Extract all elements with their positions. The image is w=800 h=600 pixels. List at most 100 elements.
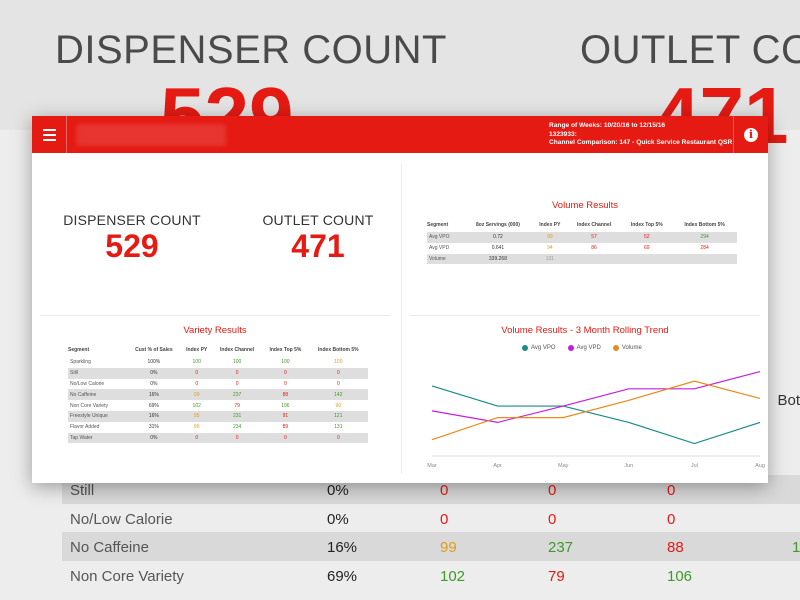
table-cell: 88 xyxy=(262,389,309,401)
table-cell: 231 xyxy=(212,410,263,422)
bg-cell: 88 xyxy=(667,539,684,556)
table-cell: 100 xyxy=(232,359,242,366)
volume-column-header: Index PY xyxy=(539,222,561,228)
table-cell: 0% xyxy=(126,432,182,444)
row-label: Still xyxy=(68,367,127,379)
row-label: Non Core Variety xyxy=(70,402,108,409)
volume-results-title: Volume Results xyxy=(551,200,618,211)
table-cell: 234 xyxy=(232,424,242,431)
legend-label: Avg VPD xyxy=(576,345,601,351)
legend-item[interactable]: Avg VPO xyxy=(522,345,556,351)
column-divider xyxy=(401,164,402,474)
table-cell: 79 xyxy=(234,402,240,409)
table-cell: 100% xyxy=(147,359,161,366)
table-cell: 339.268 xyxy=(462,253,533,265)
table-row: Sparkling 100% 100 100 100 100 xyxy=(68,357,368,368)
hamburger-icon xyxy=(42,128,56,131)
x-tick-label: May xyxy=(558,463,569,468)
table-cell: 90 xyxy=(335,402,342,409)
table-cell: 99 xyxy=(533,232,567,243)
dispenser-count-label: DISPENSER COUNT xyxy=(63,212,201,228)
bg-cell: 1 xyxy=(792,539,800,556)
table-cell: 142 xyxy=(308,389,368,401)
info-button[interactable]: i xyxy=(733,116,768,153)
trend-line-chart: Mar Apr May Jun Jul Aug xyxy=(427,370,765,468)
table-cell: 0 xyxy=(181,432,213,444)
bg-row-label: No Caffeine xyxy=(70,539,149,556)
bg-cell: 0 xyxy=(548,482,557,499)
table-row: No/Low Calorie 0% 0 0 0 0 xyxy=(68,379,368,390)
table-cell: 31% xyxy=(148,424,159,431)
brand-logo xyxy=(76,124,226,146)
volume-results-table: Segment 8oz Servings (000) Index PY Index C… xyxy=(427,222,737,265)
bg-cell: 0 xyxy=(667,510,676,528)
bg-column-header: Bot xyxy=(777,392,800,409)
table-cell: 0 xyxy=(212,367,263,379)
table-cell: 57 xyxy=(566,232,622,243)
table-cell: 0 xyxy=(262,367,309,379)
variety-column-header: Index Bottom 5% xyxy=(318,347,359,353)
top-bar: Range of Weeks: 10/20/16 to 12/15/16 132… xyxy=(32,116,768,153)
row-divider-right xyxy=(410,315,760,316)
table-cell: 131 xyxy=(334,424,343,431)
table-cell: 237 xyxy=(212,389,263,401)
table-cell: 102 xyxy=(192,402,201,409)
menu-button[interactable] xyxy=(32,116,67,153)
variety-column-header: Segment xyxy=(68,347,90,353)
volume-column-header: Segment xyxy=(427,222,449,228)
table-cell xyxy=(621,253,673,265)
variety-column-header: Index PY xyxy=(186,347,208,353)
channel-comparison: Channel Comparison: 147 - Quick Service … xyxy=(549,139,733,146)
table-cell: 0 xyxy=(308,432,368,444)
series-line-avg-vpo[interactable] xyxy=(431,385,761,445)
table-cell: 96 xyxy=(193,424,200,431)
table-cell: 100 xyxy=(281,359,290,366)
variety-column-header: Index Top 5% xyxy=(269,347,302,353)
table-cell: 69 xyxy=(643,245,650,252)
row-label: Volume xyxy=(427,253,463,265)
table-cell: 100 xyxy=(334,359,343,366)
table-row: Avg VPO 0.72 99 57 52 294 xyxy=(427,232,737,243)
variety-results-table: Segment Cust % of Sales Index PY Index Chan… xyxy=(68,347,368,444)
legend-swatch xyxy=(567,345,574,351)
table-cell: 99 xyxy=(181,389,213,401)
table-row: No Caffeine 16% 99 237 88 142 xyxy=(68,389,368,401)
table-cell: 121 xyxy=(308,410,368,422)
bg-table-row: No/Low Calorie 0% 0 0 0 xyxy=(62,504,800,533)
table-cell: 16% xyxy=(126,389,182,401)
bg-row-label: No/Low Calorie xyxy=(70,510,173,528)
legend-swatch xyxy=(612,345,619,351)
series-line-avg-vpd[interactable] xyxy=(431,370,761,424)
dispenser-count-kpi: DISPENSER COUNT 529 xyxy=(62,212,202,265)
series-line-volume[interactable] xyxy=(431,380,761,441)
x-tick-label: Apr xyxy=(493,463,502,468)
table-row: Volume 339.268 131 xyxy=(427,253,737,265)
table-cell: 89 xyxy=(282,424,289,431)
variety-column-header: Index Channel xyxy=(220,347,255,353)
row-label: Avg VPO xyxy=(427,232,463,243)
table-cell: 0 xyxy=(195,380,199,387)
volume-column-header: Index Channel xyxy=(576,222,612,228)
table-cell: 0 xyxy=(212,432,263,444)
table-cell: 0 xyxy=(308,367,368,379)
table-cell: 0 xyxy=(181,367,213,379)
volume-column-header: 8oz Servings (000) xyxy=(475,222,520,228)
bg-cell: 106 xyxy=(667,567,693,585)
dispenser-count-value: 529 xyxy=(105,228,159,264)
legend-item[interactable]: Volume xyxy=(612,345,642,351)
legend-swatch xyxy=(522,345,528,351)
legend-item[interactable]: Avg VPD xyxy=(567,345,601,351)
table-cell: 94 xyxy=(547,245,553,252)
x-tick-label: Aug xyxy=(755,463,765,468)
table-cell: 131 xyxy=(533,253,567,265)
trend-chart-title: Volume Results - 3 Month Rolling Trend xyxy=(501,325,669,336)
table-row: Flavor Added 31% 96 234 89 131 xyxy=(68,422,368,433)
table-cell: 0 xyxy=(235,380,239,387)
variety-header-row: Segment Cust % of Sales Index PY Index Chan… xyxy=(68,347,368,357)
table-cell: 284 xyxy=(700,245,709,252)
table-cell: 106 xyxy=(281,402,290,409)
table-cell: 0% xyxy=(126,367,182,379)
bg-outlet-title: OUTLET COU xyxy=(580,28,800,72)
x-tick-label: Jun xyxy=(624,463,633,468)
bg-row-label: Still xyxy=(70,482,95,499)
